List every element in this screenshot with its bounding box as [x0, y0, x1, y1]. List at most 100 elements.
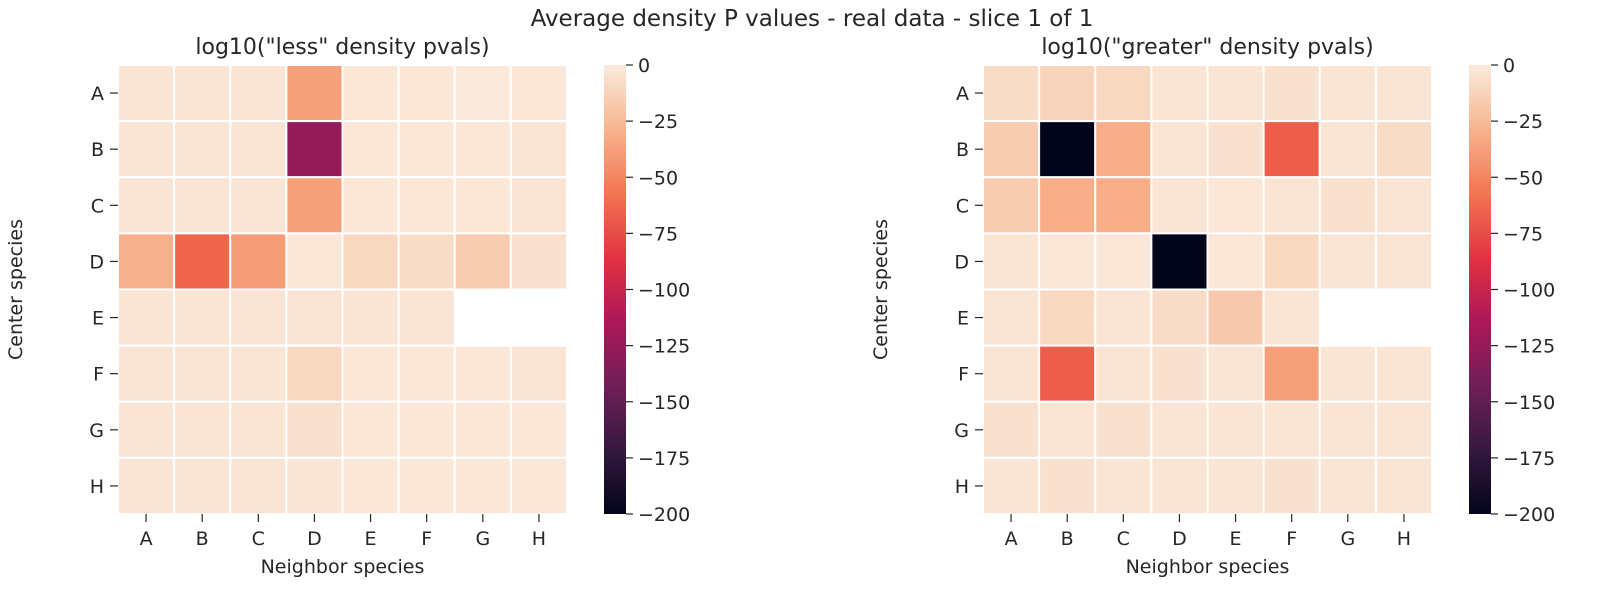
- heatmap-cell: [229, 456, 288, 515]
- y-tick-label: E: [92, 308, 104, 330]
- heatmap-cell: [341, 400, 400, 459]
- heatmap-cell: [1150, 456, 1209, 515]
- heatmap-cell: [117, 176, 176, 235]
- heatmap-cell: [397, 344, 456, 403]
- heatmap-cell: [341, 344, 400, 403]
- colorbar-tick-label: −125: [638, 336, 690, 358]
- heatmap-cell: [341, 288, 400, 347]
- y-tick-label: E: [957, 308, 969, 330]
- heatmap-cell: [1038, 64, 1097, 123]
- heatmap-cell: [1038, 344, 1097, 403]
- heatmap-cell: [1206, 288, 1265, 347]
- heatmap-cell: [229, 176, 288, 235]
- heatmap-cell: [453, 176, 512, 235]
- heatmap-cell: [1262, 120, 1321, 179]
- heatmap-cell: [285, 456, 344, 515]
- x-tick-label: C: [252, 528, 265, 550]
- colorbar: [1469, 65, 1491, 514]
- heatmap-cell: [1206, 176, 1265, 235]
- heatmap-cell: [1038, 120, 1097, 179]
- heatmap-cell: [285, 64, 344, 123]
- heatmap-cell: [285, 232, 344, 291]
- heatmap-cell: [117, 288, 176, 347]
- heatmap-cell: [117, 456, 176, 515]
- heatmap-cell: [1206, 64, 1265, 123]
- heatmap-cell: [1094, 400, 1153, 459]
- heatmap-greater: log10("greater" density pvals) A B C D E F G H A B…: [870, 35, 1555, 578]
- heatmap-cell: [1150, 400, 1209, 459]
- heatmap-cell: [1262, 176, 1321, 235]
- heatmap-cell: [397, 64, 456, 123]
- heatmap-cell: [1262, 400, 1321, 459]
- heatmap-cell: [453, 232, 512, 291]
- heatmap-cell: [285, 400, 344, 459]
- heatmap-cell: [982, 456, 1041, 515]
- heatmap-cell: [397, 232, 456, 291]
- heatmap-cell: [1094, 288, 1153, 347]
- y-tick-label: G: [954, 420, 969, 442]
- heatmap-cell: [1150, 232, 1209, 291]
- heatmap-cell: [509, 120, 568, 179]
- heatmap-cell: [453, 120, 512, 179]
- heatmap-cell: [1374, 344, 1433, 403]
- y-tick-label: C: [91, 195, 104, 217]
- y-tick-label: B: [956, 139, 969, 161]
- x-tick-label: E: [365, 528, 377, 550]
- heatmap-cell: [397, 176, 456, 235]
- y-tick-label: F: [93, 364, 104, 386]
- heatmap-cell: [173, 344, 232, 403]
- heatmap-cell: [341, 120, 400, 179]
- y-tick-label: A: [91, 83, 104, 105]
- heatmap-cell: [982, 176, 1041, 235]
- heatmap-cell: [173, 64, 232, 123]
- x-tick-label: C: [1117, 528, 1130, 550]
- x-tick-label: E: [1230, 528, 1242, 550]
- x-tick-label: G: [1340, 528, 1355, 550]
- heatmap-cell: [1150, 120, 1209, 179]
- heatmap-cell: [982, 288, 1041, 347]
- heatmap-cell: [509, 64, 568, 123]
- x-tick-label: H: [532, 528, 546, 550]
- heatmap-cell: [397, 120, 456, 179]
- heatmap-cell: [1262, 232, 1321, 291]
- heatmap-cell: [982, 232, 1041, 291]
- colorbar-tick-label: −25: [1503, 111, 1543, 133]
- x-axis-label: Neighbor species: [1126, 556, 1290, 578]
- heatmap-cell: [1318, 400, 1377, 459]
- heatmap-cell: [117, 120, 176, 179]
- colorbar-tick-label: −175: [1503, 448, 1555, 470]
- y-tick-label: D: [954, 251, 969, 273]
- heatmap-cell: [1374, 400, 1433, 459]
- heatmap-cell: [1262, 64, 1321, 123]
- colorbar-tick-label: −200: [638, 504, 690, 526]
- heatmap-cell: [1206, 400, 1265, 459]
- heatmap-cell: [285, 176, 344, 235]
- heatmap-cell: [1038, 232, 1097, 291]
- heatmap-cell: [229, 400, 288, 459]
- heatmap-cell: [1094, 176, 1153, 235]
- heatmap-cell: [1206, 120, 1265, 179]
- heatmap-cell: [341, 64, 400, 123]
- heatmap-cell: [1094, 232, 1153, 291]
- heatmap-cell: [173, 400, 232, 459]
- heatmap-cell: [229, 288, 288, 347]
- heatmap-cell: [1262, 288, 1321, 347]
- heatmap-cell: [1374, 176, 1433, 235]
- colorbar-tick-label: −100: [1503, 280, 1555, 302]
- heatmap-cell: [1150, 344, 1209, 403]
- heatmap-cell: [1150, 64, 1209, 123]
- colorbar-tick-label: −125: [1503, 336, 1555, 358]
- heatmap-cell: [173, 232, 232, 291]
- colorbar-tick-label: −100: [638, 280, 690, 302]
- heatmap-cell: [341, 176, 400, 235]
- x-tick-label: D: [307, 528, 322, 550]
- heatmap-cell: [1206, 344, 1265, 403]
- heatmap-cell: [982, 344, 1041, 403]
- colorbar-tick-label: −200: [1503, 504, 1555, 526]
- x-tick-label: A: [140, 528, 153, 550]
- heatmap-cell: [1038, 176, 1097, 235]
- x-tick-label: H: [1397, 528, 1411, 550]
- heatmap-cell: [173, 176, 232, 235]
- heatmap-cell: [1094, 456, 1153, 515]
